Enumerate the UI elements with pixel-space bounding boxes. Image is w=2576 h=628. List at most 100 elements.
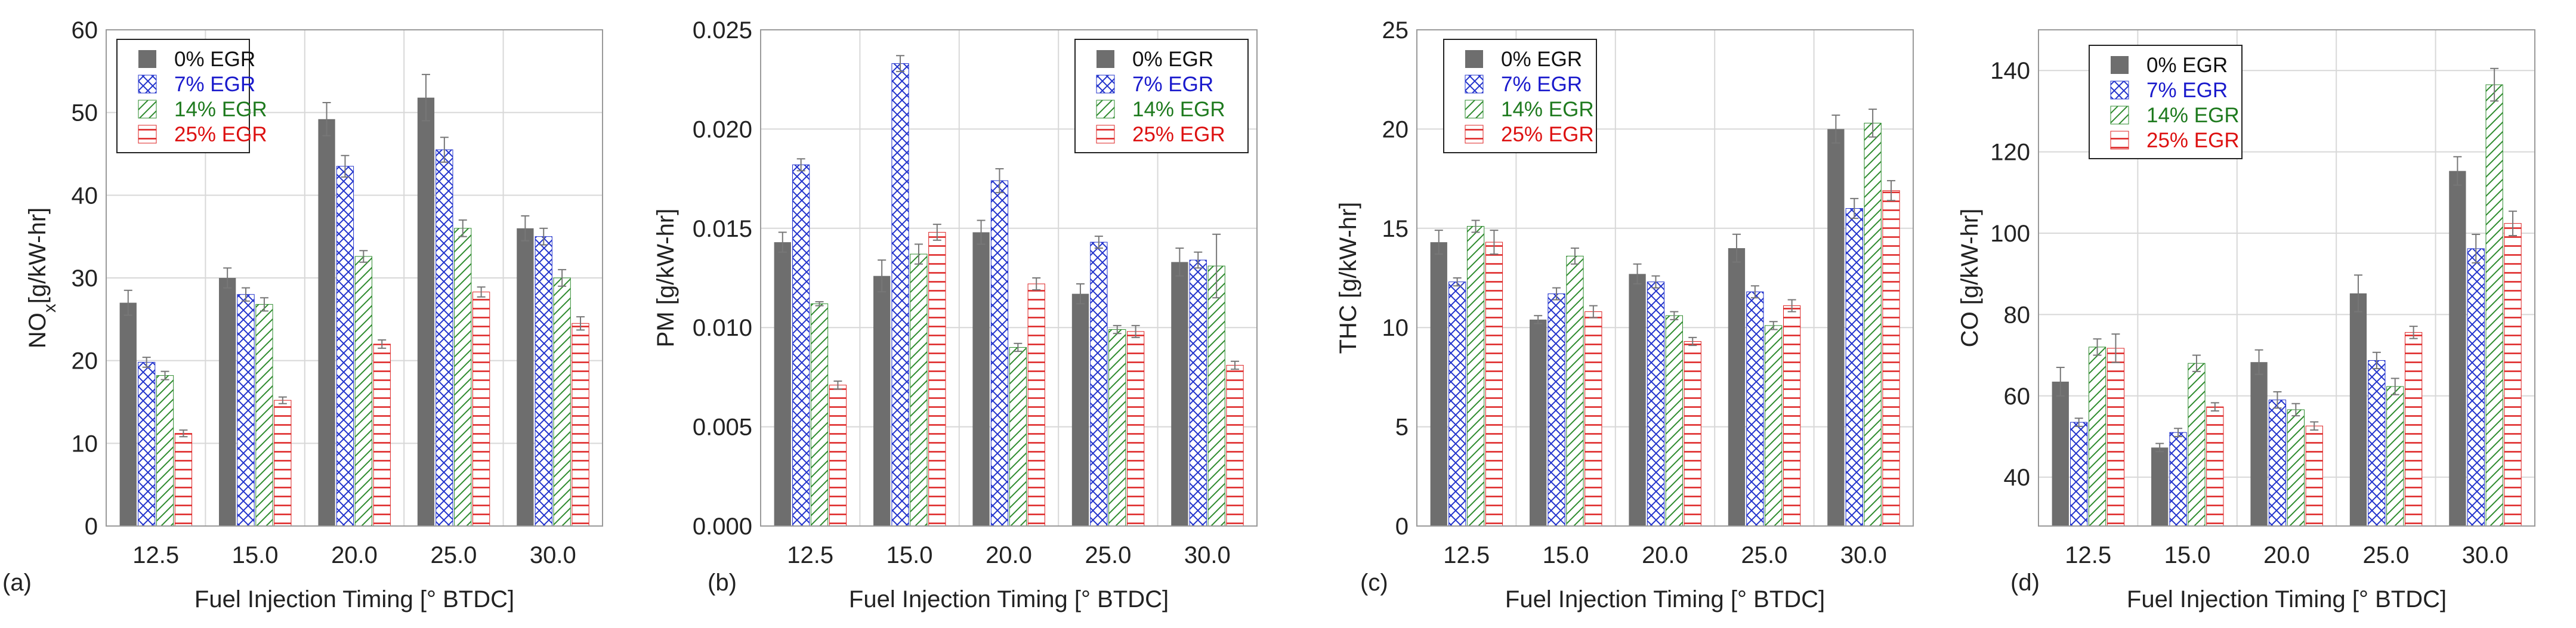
error-bar <box>896 55 905 72</box>
x-tick-label: 20.0 <box>986 542 1032 568</box>
error-bar <box>1732 233 1741 263</box>
y-tick-label: 0.010 <box>693 315 752 341</box>
y-tick-label: 60 <box>72 17 98 44</box>
y-tick-label: 0.025 <box>693 17 752 44</box>
y-tick-label: 40 <box>2004 465 2031 491</box>
bar-25.0-14egr <box>454 228 472 527</box>
bar-25.0-7egr <box>435 149 453 527</box>
error-bar <box>1850 197 1859 219</box>
y-tick-label: 30 <box>72 265 98 292</box>
error-bar <box>932 224 941 241</box>
bar-12.5-25egr <box>174 433 193 527</box>
bar-15.0-0egr <box>1530 319 1547 526</box>
error-bar <box>1552 287 1561 301</box>
error-bar <box>815 301 824 307</box>
bar-20.0-14egr <box>1665 315 1683 527</box>
bar-30.0-0egr <box>1827 129 1845 526</box>
y-tick-label: 40 <box>72 182 98 209</box>
bar-12.5-14egr <box>156 375 174 527</box>
x-axis-title: Fuel Injection Timing [° BTDC] <box>849 586 1169 612</box>
bar-30.0-0egr <box>517 228 534 526</box>
legend-label: 0% EGR <box>1501 48 1582 71</box>
legend-swatch <box>138 75 157 94</box>
bar-15.0-14egr <box>1566 255 1584 527</box>
error-bar <box>1887 180 1896 202</box>
error-bar <box>1868 109 1877 138</box>
bar-15.0-14egr <box>255 304 273 527</box>
error-bar <box>1113 324 1122 335</box>
error-bar <box>1769 321 1778 330</box>
error-bar <box>359 250 368 263</box>
error-bar <box>1194 251 1203 269</box>
x-tick-label: 20.0 <box>2263 542 2310 568</box>
bar-15.0-25egr <box>928 231 946 527</box>
error-bar <box>2093 338 2102 356</box>
bar-12.5-25egr <box>2106 348 2125 527</box>
legend-swatch <box>1465 75 1484 94</box>
panel-label: (a) <box>2 570 32 596</box>
panel-label: (d) <box>2010 570 2040 596</box>
legend-swatch <box>2110 131 2129 150</box>
bar-25.0-0egr <box>1071 293 1089 526</box>
y-tick-label: 20 <box>72 348 98 375</box>
error-bar <box>2056 367 2065 397</box>
error-bar <box>142 357 151 368</box>
bar-20.0-0egr <box>318 119 335 526</box>
bar-12.5-14egr <box>2088 347 2106 527</box>
y-tick-label: 25 <box>1382 17 1409 44</box>
error-bar <box>1670 311 1679 320</box>
error-bar <box>1534 315 1543 324</box>
bar-30.0-7egr <box>2467 248 2485 527</box>
bar-25.0-25egr <box>472 292 490 527</box>
error-bar <box>778 231 787 253</box>
error-bar <box>2111 333 2120 363</box>
error-bar <box>2509 211 2518 237</box>
x-tick-label: 15.0 <box>2164 542 2211 568</box>
error-bar <box>1471 219 1480 233</box>
y-tick-label: 80 <box>2004 302 2031 328</box>
legend-swatch <box>138 50 156 68</box>
legend-label: 7% EGR <box>2146 79 2228 102</box>
legend-label: 25% EGR <box>1132 123 1225 146</box>
bar-20.0-0egr <box>1629 274 1646 526</box>
legend-swatch <box>1096 100 1115 119</box>
bar-20.0-7egr <box>990 180 1009 527</box>
error-bar <box>1076 283 1085 305</box>
y-axis-title: CO [g/kW-hr] <box>1957 209 1983 348</box>
error-bar <box>833 380 842 390</box>
error-bar <box>2074 417 2083 427</box>
x-tick-label: 30.0 <box>2462 542 2509 568</box>
bar-20.0-7egr <box>1647 281 1665 527</box>
error-bar <box>796 158 805 172</box>
bar-15.0-14egr <box>2188 363 2206 527</box>
x-tick-label: 12.5 <box>787 542 833 568</box>
bar-30.0-0egr <box>1171 262 1188 526</box>
x-axis-title: Fuel Injection Timing [° BTDC] <box>1505 586 1825 612</box>
plot-frame <box>2038 29 2535 527</box>
bar-20.0-25egr <box>2305 425 2323 527</box>
bar-25.0-14egr <box>1765 325 1783 527</box>
bar-25.0-7egr <box>1746 291 1764 527</box>
error-bar <box>2155 443 2164 453</box>
legend-label: 14% EGR <box>2146 104 2240 127</box>
error-bar <box>2490 67 2499 102</box>
y-tick-label: 10 <box>1382 315 1409 341</box>
y-tick-label: 0.020 <box>693 116 752 143</box>
error-bar <box>1651 275 1660 289</box>
error-bar <box>2453 156 2462 186</box>
legend-swatch <box>2110 106 2129 125</box>
error-bar <box>1231 360 1240 370</box>
legend-swatch <box>1097 50 1114 68</box>
bar-12.5-7egr <box>1448 281 1466 527</box>
error-bar <box>977 219 986 245</box>
bar-15.0-7egr <box>237 294 255 527</box>
error-bar <box>2254 349 2263 375</box>
bar-12.5-25egr <box>829 385 847 527</box>
y-tick-label: 0.005 <box>693 414 752 441</box>
panel-label: (b) <box>708 570 737 596</box>
error-bar <box>995 168 1004 193</box>
bar-30.0-7egr <box>1189 259 1207 527</box>
